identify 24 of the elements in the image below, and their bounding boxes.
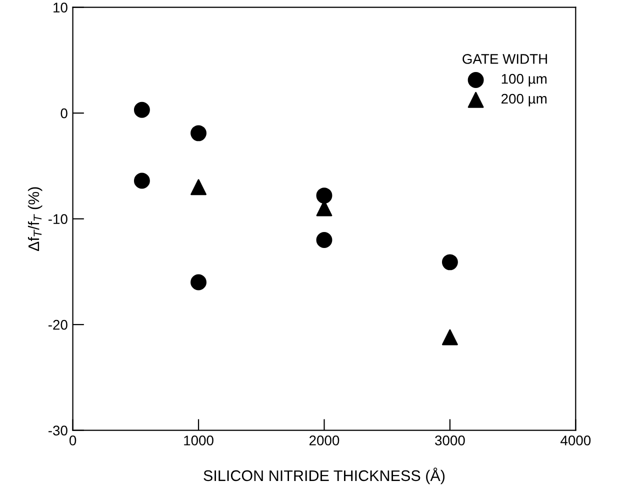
point [190,125,206,142]
point [316,188,332,204]
point [442,254,458,270]
y-tick-label: -30 [48,426,68,436]
legend-label: 200 µm [502,94,546,106]
point [190,274,206,290]
point [134,172,150,189]
x-tick-label: 0 [69,436,76,446]
y-axis-title: Δf$_{T}$/f$_{T}$ (%) [28,187,42,251]
point [190,179,206,196]
x-tick-label: 4000 [560,436,591,446]
point [316,232,332,248]
legend-title: GATE WIDTH [462,54,547,64]
legend-label: 100 µm [502,74,546,87]
x-tick-label: 1000 [184,436,214,446]
point [134,102,150,118]
y-tick-label: -20 [48,320,68,330]
x-axis-title: SILICON NITRIDE THICKNESS (Å) [204,468,445,484]
y-tick-label: 10 [54,2,68,13]
x-tick-label: 3000 [435,436,465,446]
y-tick-label: 0 [60,108,68,118]
x-tick-label: 2000 [309,436,340,446]
y-tick-label: -10 [48,214,68,224]
point [442,329,458,346]
